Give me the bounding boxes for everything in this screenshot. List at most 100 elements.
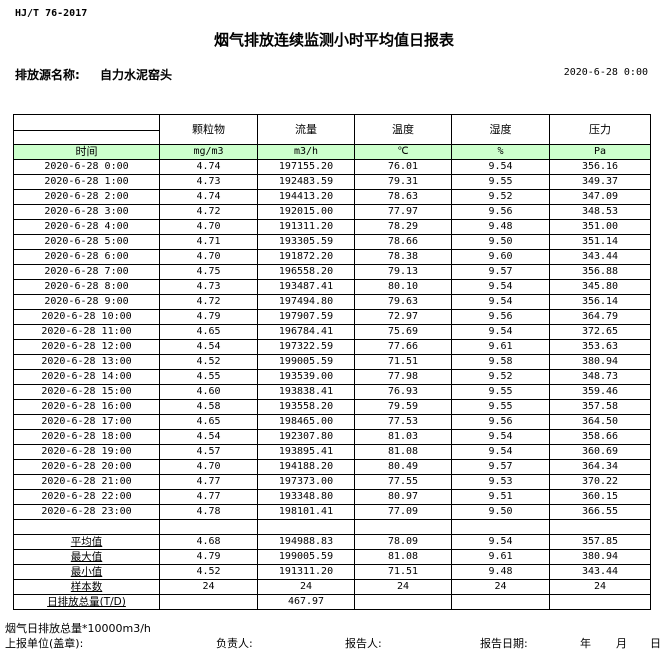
cell-humidity: 9.50 [451, 504, 550, 520]
cell-pressure: 356.16 [549, 159, 651, 175]
col-header-particulate: 颗粒物 [159, 114, 258, 145]
cell-flow: 194188.20 [257, 459, 355, 475]
cell-flow: 193305.59 [257, 234, 355, 250]
cell-particulate: 4.70 [159, 219, 258, 235]
cell-humidity: 9.61 [451, 339, 550, 355]
cell-flow: 194413.20 [257, 189, 355, 205]
cell-humidity: 9.53 [451, 474, 550, 490]
table-row: 2020-6-28 16:00 4.58 193558.20 79.59 9.55 357… [13, 399, 651, 415]
summary-row: 最大值 4.79 199005.59 81.08 9.61 380.94 [13, 549, 651, 565]
cell-pressure: 357.85 [549, 534, 651, 550]
cell-pressure: 343.44 [549, 564, 651, 580]
cell-temperature: 77.09 [354, 504, 452, 520]
standard-code: HJ/T 76-2017 [15, 8, 88, 19]
cell-time: 2020-6-28 4:00 [13, 219, 160, 235]
col-header-humidity: 湿度 [451, 114, 550, 145]
cell-pressure: 380.94 [549, 549, 651, 565]
table-row: 2020-6-28 21:00 4.77 197373.00 77.55 9.53 370… [13, 474, 651, 490]
cell-humidity: 9.54 [451, 429, 550, 445]
cell-time: 2020-6-28 8:00 [13, 279, 160, 295]
cell-temperature: 77.98 [354, 369, 452, 385]
cell-temperature: 81.08 [354, 444, 452, 460]
cell-time: 平均值 [13, 534, 160, 550]
cell-time: 2020-6-28 16:00 [13, 399, 160, 415]
cell-particulate: 4.70 [159, 459, 258, 475]
cell-time: 样本数 [13, 579, 160, 595]
cell-pressure: 358.66 [549, 429, 651, 445]
cell-humidity: 9.57 [451, 264, 550, 280]
cell-temperature: 24 [354, 579, 452, 595]
daily-total-label: 日排放总量(T/D) [13, 594, 160, 610]
cell-humidity: 9.54 [451, 159, 550, 175]
cell-particulate: 4.52 [159, 354, 258, 370]
cell-flow: 193487.41 [257, 279, 355, 295]
report-table: 颗粒物 流量 温度 湿度 压力 时间 mg/m3 m3/h ℃ % Pa 202… [13, 114, 651, 610]
cell-temperature: 75.69 [354, 324, 452, 340]
cell-flow: 193348.80 [257, 489, 355, 505]
cell-time: 2020-6-28 21:00 [13, 474, 160, 490]
cell-particulate: 4.68 [159, 534, 258, 550]
cell-time: 2020-6-28 10:00 [13, 309, 160, 325]
cell-flow: 193895.41 [257, 444, 355, 460]
cell-temperature: 76.93 [354, 384, 452, 400]
cell-particulate: 4.77 [159, 489, 258, 505]
cell-pressure: 360.15 [549, 489, 651, 505]
cell-temperature: 72.97 [354, 309, 452, 325]
table-row: 2020-6-28 10:00 4.79 197907.59 72.97 9.56 364… [13, 309, 651, 325]
table-row: 2020-6-28 6:00 4.70 191872.20 78.38 9.60 343.… [13, 249, 651, 265]
cell-blank [451, 594, 550, 610]
table-row: 2020-6-28 19:00 4.57 193895.41 81.08 9.54 360… [13, 444, 651, 460]
cell-time: 2020-6-28 1:00 [13, 174, 160, 190]
cell-time: 2020-6-28 15:00 [13, 384, 160, 400]
table-row: 2020-6-28 7:00 4.75 196558.20 79.13 9.57 356.… [13, 264, 651, 280]
source-name: 自力水泥窑头 [100, 68, 173, 82]
cell-humidity: 9.55 [451, 399, 550, 415]
cell-temperature: 77.55 [354, 474, 452, 490]
cell-pressure: 380.94 [549, 354, 651, 370]
cell-flow: 197494.80 [257, 294, 355, 310]
cell-flow: 197155.20 [257, 159, 355, 175]
cell-temperature: 80.49 [354, 459, 452, 475]
cell-temperature: 78.38 [354, 249, 452, 265]
cell-humidity: 9.56 [451, 414, 550, 430]
cell-time: 2020-6-28 2:00 [13, 189, 160, 205]
cell-particulate: 4.72 [159, 204, 258, 220]
cell-humidity: 9.48 [451, 564, 550, 580]
cell-flow: 193838.41 [257, 384, 355, 400]
cell-particulate: 4.79 [159, 549, 258, 565]
table-row: 2020-6-28 23:00 4.78 198101.41 77.09 9.50 366… [13, 504, 651, 520]
cell-temperature: 71.51 [354, 354, 452, 370]
cell-humidity: 9.50 [451, 234, 550, 250]
cell-humidity: 9.51 [451, 489, 550, 505]
cell-blank [159, 594, 258, 610]
col-header-pressure: 压力 [549, 114, 651, 145]
blank-row [13, 519, 651, 535]
table-row: 2020-6-28 13:00 4.52 199005.59 71.51 9.58 380… [13, 354, 651, 370]
cell-flow: 192483.59 [257, 174, 355, 190]
cell-pressure: 357.58 [549, 399, 651, 415]
cell-temperature: 71.51 [354, 564, 452, 580]
cell-particulate: 4.72 [159, 294, 258, 310]
cell-time: 2020-6-28 23:00 [13, 504, 160, 520]
footer-month: 月 [616, 637, 627, 650]
cell-particulate: 4.74 [159, 159, 258, 175]
cell-temperature: 78.09 [354, 534, 452, 550]
cell-flow: 199005.59 [257, 549, 355, 565]
cell-temperature: 78.29 [354, 219, 452, 235]
cell-temperature [354, 519, 452, 535]
footer-manager: 负责人: [216, 637, 253, 650]
cell-humidity [451, 519, 550, 535]
cell-particulate: 4.65 [159, 414, 258, 430]
cell-pressure: 351.14 [549, 234, 651, 250]
cell-time: 2020-6-28 5:00 [13, 234, 160, 250]
cell-pressure: 24 [549, 579, 651, 595]
cell-temperature: 77.53 [354, 414, 452, 430]
col-header-flow: 流量 [257, 114, 355, 145]
cell-humidity: 9.52 [451, 189, 550, 205]
table-row: 2020-6-28 11:00 4.65 196784.41 75.69 9.54 372… [13, 324, 651, 340]
cell-humidity: 9.54 [451, 324, 550, 340]
cell-temperature: 79.31 [354, 174, 452, 190]
cell-time: 2020-6-28 13:00 [13, 354, 160, 370]
cell-flow: 196558.20 [257, 264, 355, 280]
cell-humidity: 9.48 [451, 219, 550, 235]
